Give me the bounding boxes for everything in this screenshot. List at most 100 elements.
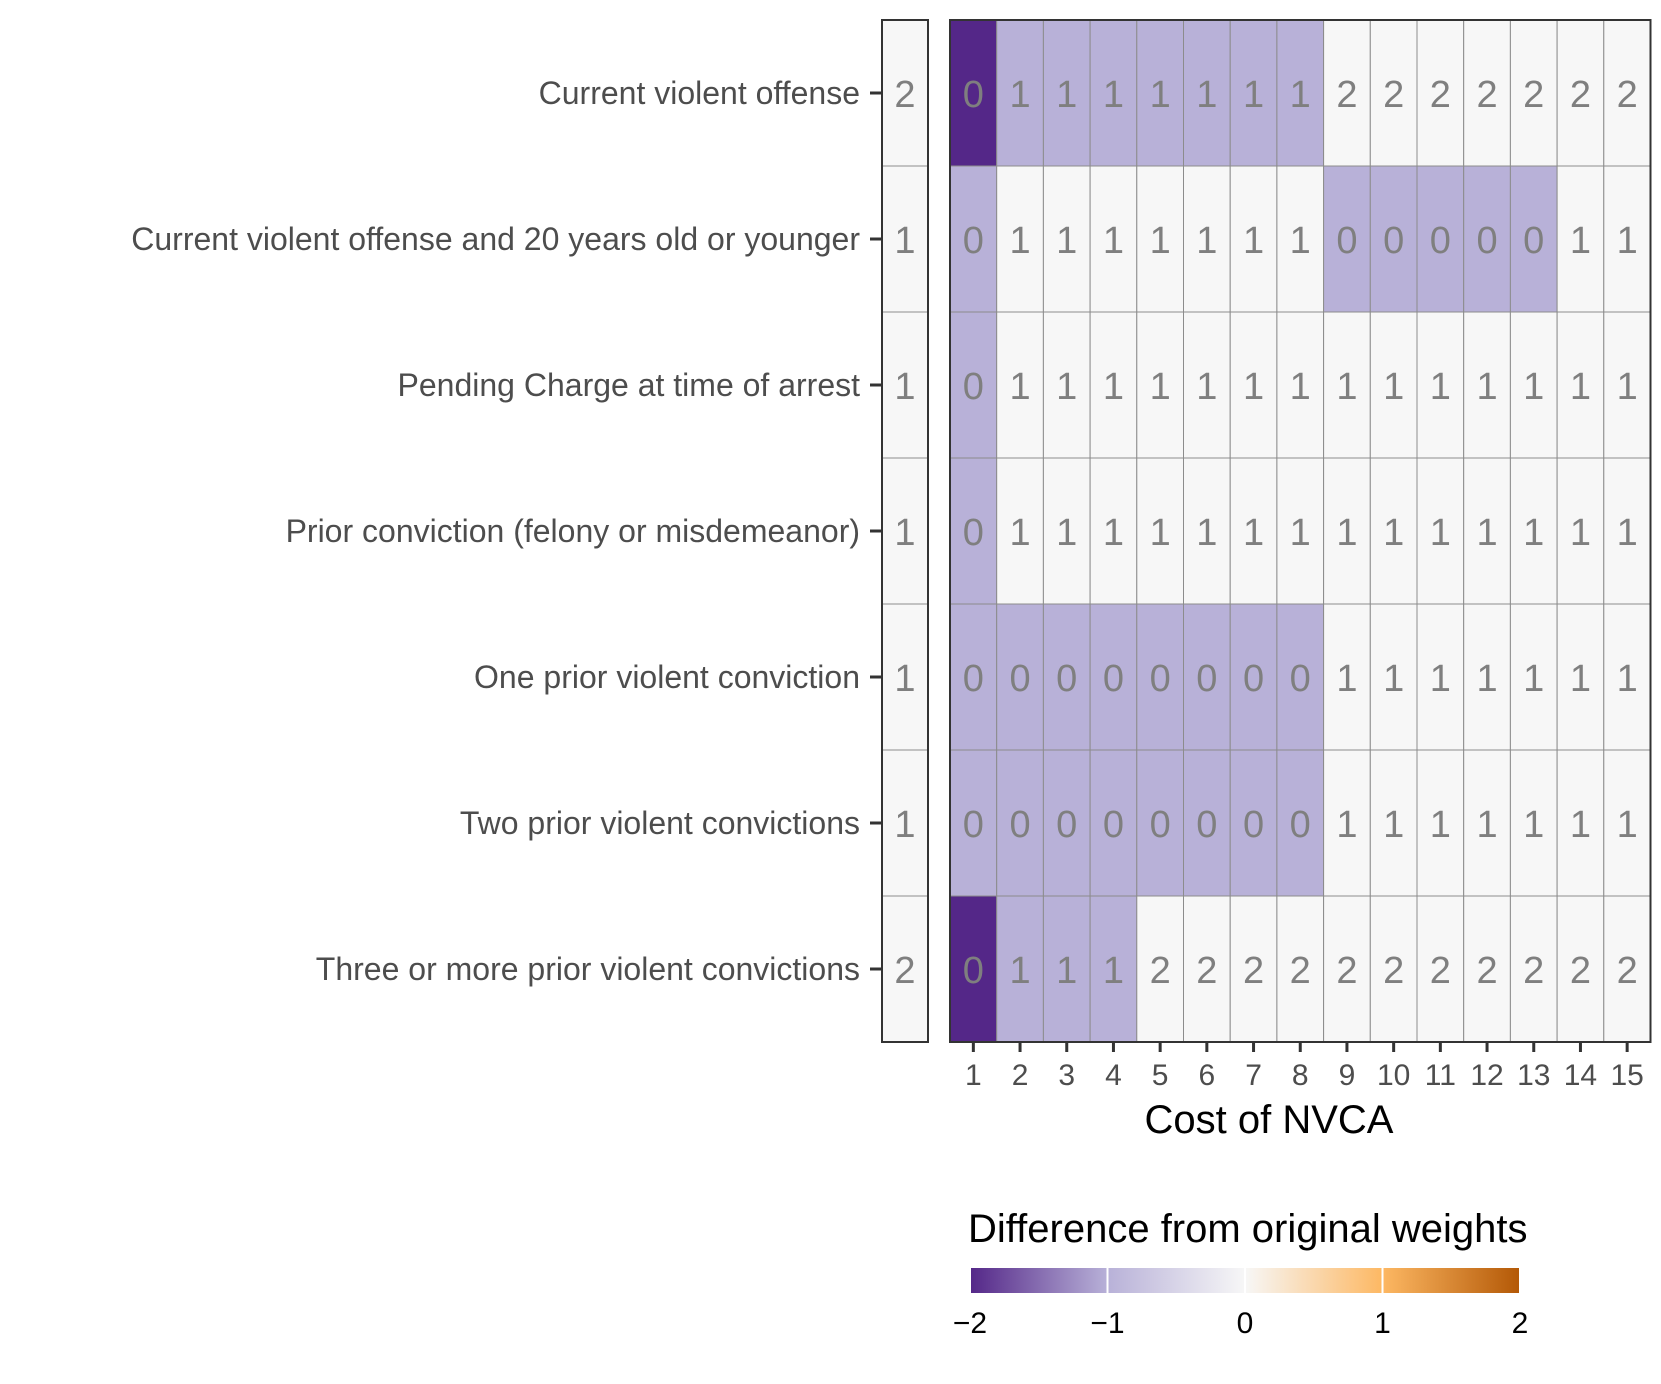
heatmap-cell — [1463, 895, 1511, 1043]
heatmap-cell — [996, 311, 1044, 459]
cell-value: 0 — [1009, 804, 1030, 846]
cell-value: 1 — [1009, 950, 1030, 992]
cell-value: 0 — [1476, 220, 1497, 262]
heatmap-cell — [1416, 457, 1465, 605]
original-weight-value: 1 — [894, 658, 915, 700]
cell-value: 1 — [1290, 512, 1311, 554]
heatmap-cell — [1323, 895, 1371, 1043]
heatmap-cell — [1229, 603, 1278, 751]
cell-value: 1 — [1383, 804, 1404, 846]
cell-value: 2 — [1383, 74, 1404, 116]
heatmap-cell — [1323, 311, 1371, 459]
color-legend: Difference from original weights −2 −1 0 1 2 — [953, 1207, 1528, 1340]
cell-value: 2 — [1617, 950, 1638, 992]
cell-value: 0 — [1056, 804, 1077, 846]
heatmap-cell — [1042, 165, 1091, 313]
cell-value: 1 — [1336, 512, 1357, 554]
cell-value: 1 — [1523, 658, 1544, 700]
heatmap-cell — [1509, 311, 1558, 459]
heatmap-cell — [1089, 895, 1138, 1043]
heatmap-cell — [1416, 603, 1465, 751]
heatmap-cell — [949, 165, 998, 313]
main-heatmap-panel: 0 1 1 1 1 1 1 1 2 2 2 2 2 2 20 1 1 1 1 1 1 1 0 0 0 0 0 1 10 1 1 1 1 1 1 1 1 1… — [949, 19, 1652, 1043]
heatmap-cell — [1509, 895, 1558, 1043]
cell-value: 0 — [1103, 658, 1124, 700]
cell-value: 0 — [963, 512, 984, 554]
x-tick-label: 2 — [1012, 1059, 1029, 1092]
cell-value: 0 — [1196, 658, 1217, 700]
legend-tick-label: 1 — [1374, 1307, 1391, 1340]
heatmap-cell — [1369, 895, 1418, 1043]
cell-value: 2 — [1243, 950, 1264, 992]
cell-value: 1 — [1009, 512, 1030, 554]
cell-value: 1 — [1383, 658, 1404, 700]
heatmap-cell — [1089, 457, 1138, 605]
heatmap-cell — [1416, 749, 1465, 897]
heatmap-cell — [1556, 457, 1605, 605]
heatmap-cell — [1183, 165, 1231, 313]
cell-value: 0 — [963, 366, 984, 408]
cell-value: 2 — [1523, 950, 1544, 992]
row-label: Current violent offense and 20 years old… — [131, 221, 860, 257]
original-panel-border — [881, 19, 929, 1043]
cell-value: 0 — [963, 74, 984, 116]
cell-value: 1 — [1103, 512, 1124, 554]
cell-value: 0 — [1430, 220, 1451, 262]
x-axis-title: Cost of NVCA — [1145, 1098, 1394, 1142]
heatmap-cell — [1556, 603, 1605, 751]
cell-value: 0 — [1523, 220, 1544, 262]
cell-value: 1 — [1336, 804, 1357, 846]
heatmap-cell — [1603, 311, 1652, 459]
cell-value: 1 — [1523, 804, 1544, 846]
heatmap-cell — [1416, 165, 1465, 313]
cell-value: 1 — [1430, 366, 1451, 408]
cell-value: 1 — [1009, 366, 1030, 408]
row-labels: Current violent offense Current violent o… — [131, 75, 882, 987]
x-tick-label: 9 — [1339, 1059, 1356, 1092]
heatmap-cell — [1276, 165, 1325, 313]
heatmap-cell — [1603, 895, 1652, 1043]
heatmap-cell — [1276, 749, 1325, 897]
row-label: Pending Charge at time of arrest — [398, 367, 861, 403]
x-tick-label: 15 — [1610, 1059, 1643, 1092]
cell-value: 1 — [1430, 512, 1451, 554]
cell-value: 0 — [1243, 804, 1264, 846]
cell-value: 0 — [1056, 658, 1077, 700]
x-tick-label: 14 — [1564, 1059, 1597, 1092]
heatmap-cell — [1136, 457, 1185, 605]
legend-tick-label: 0 — [1237, 1307, 1254, 1340]
x-tick-label: 13 — [1517, 1059, 1550, 1092]
heatmap-cell — [1603, 603, 1652, 751]
heatmap-cell — [1509, 457, 1558, 605]
x-tick-label: 5 — [1152, 1059, 1169, 1092]
cell-value: 1 — [1196, 366, 1217, 408]
heatmap-cell — [1509, 749, 1558, 897]
cell-value: 1 — [1290, 220, 1311, 262]
heatmap-cell — [1042, 311, 1091, 459]
cell-value: 1 — [1103, 74, 1124, 116]
heatmap-cell — [1556, 165, 1605, 313]
row-label: Two prior violent convictions — [460, 805, 860, 841]
cell-value: 2 — [1523, 74, 1544, 116]
cell-value: 2 — [1430, 950, 1451, 992]
cell-value: 1 — [1150, 512, 1171, 554]
cell-value: 1 — [1570, 512, 1591, 554]
cell-value: 1 — [1103, 366, 1124, 408]
heatmap-cell — [1042, 895, 1091, 1043]
cell-value: 1 — [1570, 220, 1591, 262]
cell-value: 0 — [1103, 804, 1124, 846]
original-weight-cell — [881, 749, 929, 897]
cell-value: 1 — [1103, 220, 1124, 262]
cell-value: 1 — [1523, 512, 1544, 554]
original-weight-value: 1 — [894, 804, 915, 846]
heatmap-cell — [1042, 19, 1091, 167]
cell-value: 1 — [1009, 74, 1030, 116]
cell-value: 1 — [1243, 512, 1264, 554]
x-axis: Cost of NVCA 1 2 3 4 5 6 7 8 9 10 11 12 13 14 15 — [965, 1042, 1644, 1142]
cell-value: 1 — [1617, 658, 1638, 700]
cell-value: 2 — [1383, 950, 1404, 992]
row-label: One prior violent conviction — [474, 659, 860, 695]
original-weight-value: 2 — [894, 74, 915, 116]
cell-value: 1 — [1290, 74, 1311, 116]
